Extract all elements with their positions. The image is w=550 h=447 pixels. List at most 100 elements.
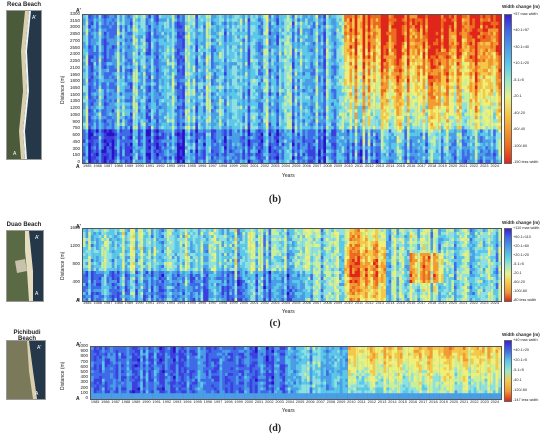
heatmap-cell	[294, 41, 298, 46]
heatmap-cell	[252, 72, 256, 76]
heatmap-cell	[137, 41, 141, 46]
heatmap-cell	[132, 115, 136, 120]
heatmap-cell	[370, 72, 374, 76]
heatmap-cell	[130, 72, 134, 76]
heatmap-cell	[273, 109, 277, 113]
heatmap-cell	[357, 132, 361, 137]
heatmap-cell	[341, 105, 345, 110]
heatmap-cell	[85, 132, 89, 137]
heatmap-cell	[281, 78, 285, 83]
heatmap-cell	[362, 149, 366, 154]
heatmap-cell	[179, 142, 183, 147]
heatmap-cell	[124, 75, 128, 80]
heatmap-cell	[103, 89, 107, 93]
heatmap-cell	[111, 62, 115, 66]
heatmap-cell	[250, 95, 254, 100]
heatmap-cell	[276, 15, 280, 19]
heatmap-cell	[302, 18, 306, 23]
heatmap-cell	[143, 95, 147, 100]
heatmap-cell	[237, 75, 241, 80]
heatmap-cell	[114, 52, 118, 56]
heatmap-cell	[276, 75, 280, 80]
heatmap-cell	[145, 146, 149, 150]
heatmap-cell	[101, 41, 105, 46]
heatmap-cell	[145, 122, 149, 127]
heatmap-cell	[263, 149, 267, 154]
heatmap-cell	[297, 109, 301, 113]
heatmap-cell	[367, 159, 371, 163]
heatmap-cell	[192, 38, 196, 43]
heatmap-cell	[187, 95, 191, 100]
heatmap-cell	[137, 21, 141, 26]
heatmap-cell	[354, 102, 358, 107]
heatmap-cell	[153, 159, 157, 163]
heatmap-cell	[242, 25, 246, 29]
heatmap-cell	[174, 122, 178, 127]
heatmap-plot	[82, 14, 502, 164]
heatmap-cell	[140, 35, 144, 39]
heatmap-cell	[103, 35, 107, 39]
heatmap-cell	[179, 129, 183, 134]
heatmap-cell	[239, 149, 243, 154]
heatmap-cell	[268, 152, 272, 157]
heatmap-cell	[158, 89, 162, 93]
heatmap-cell	[289, 72, 293, 76]
heatmap-cell	[150, 112, 154, 117]
heatmap-cell	[250, 75, 254, 80]
heatmap-cell	[292, 15, 296, 19]
heatmap-cell	[184, 112, 188, 117]
heatmap-cell	[328, 75, 332, 80]
heatmap-cell	[114, 72, 118, 76]
heatmap-cell	[177, 152, 181, 157]
heatmap-cell	[179, 126, 183, 130]
heatmap-cell	[354, 136, 358, 140]
heatmap-cell	[166, 38, 170, 43]
heatmap-cell	[90, 28, 94, 33]
heatmap-cell	[124, 105, 128, 110]
heatmap-cell	[244, 109, 248, 113]
heatmap-cell	[148, 45, 152, 50]
heatmap-cell	[346, 52, 350, 56]
heatmap-cell	[161, 21, 165, 26]
heatmap-cell	[320, 75, 324, 80]
heatmap-cell	[124, 68, 128, 73]
heatmap-cell	[247, 142, 251, 147]
heatmap-cell	[171, 62, 175, 66]
heatmap-cell	[205, 146, 209, 150]
heatmap-cell	[130, 28, 134, 33]
heatmap-cell	[137, 78, 141, 83]
heatmap-cell	[101, 95, 105, 100]
heatmap-cell	[244, 122, 248, 127]
heatmap-cell	[190, 78, 194, 83]
heatmap-cell	[302, 136, 306, 140]
heatmap-cell	[273, 102, 277, 107]
heatmap-cell	[106, 152, 110, 157]
heatmap-cell	[341, 95, 345, 100]
heatmap-cell	[111, 89, 115, 93]
heatmap-cell	[106, 122, 110, 127]
heatmap-cell	[286, 31, 290, 36]
heatmap-cell	[226, 139, 230, 144]
heatmap-cell	[242, 58, 246, 63]
y-tick-label: 150	[72, 152, 80, 158]
heatmap-cell	[325, 92, 329, 97]
heatmap-cell	[268, 55, 272, 60]
heatmap-cell	[208, 139, 212, 144]
heatmap-cell	[312, 68, 316, 73]
heatmap-cell	[184, 65, 188, 70]
heatmap-cell	[239, 119, 243, 124]
heatmap-cell	[370, 28, 374, 33]
heatmap-cell	[195, 62, 199, 66]
heatmap-cell	[98, 55, 102, 60]
heatmap-cell	[352, 126, 356, 130]
heatmap-cell	[346, 75, 350, 80]
heatmap-cell	[328, 48, 332, 53]
heatmap-cell	[260, 92, 264, 97]
heatmap-cell	[116, 38, 120, 43]
heatmap-cell	[182, 112, 186, 117]
heatmap-cell	[331, 18, 335, 23]
heatmap-cell	[166, 45, 170, 50]
heatmap-cell	[143, 149, 147, 154]
heatmap-cell	[213, 149, 217, 154]
heatmap-cell	[153, 152, 157, 157]
